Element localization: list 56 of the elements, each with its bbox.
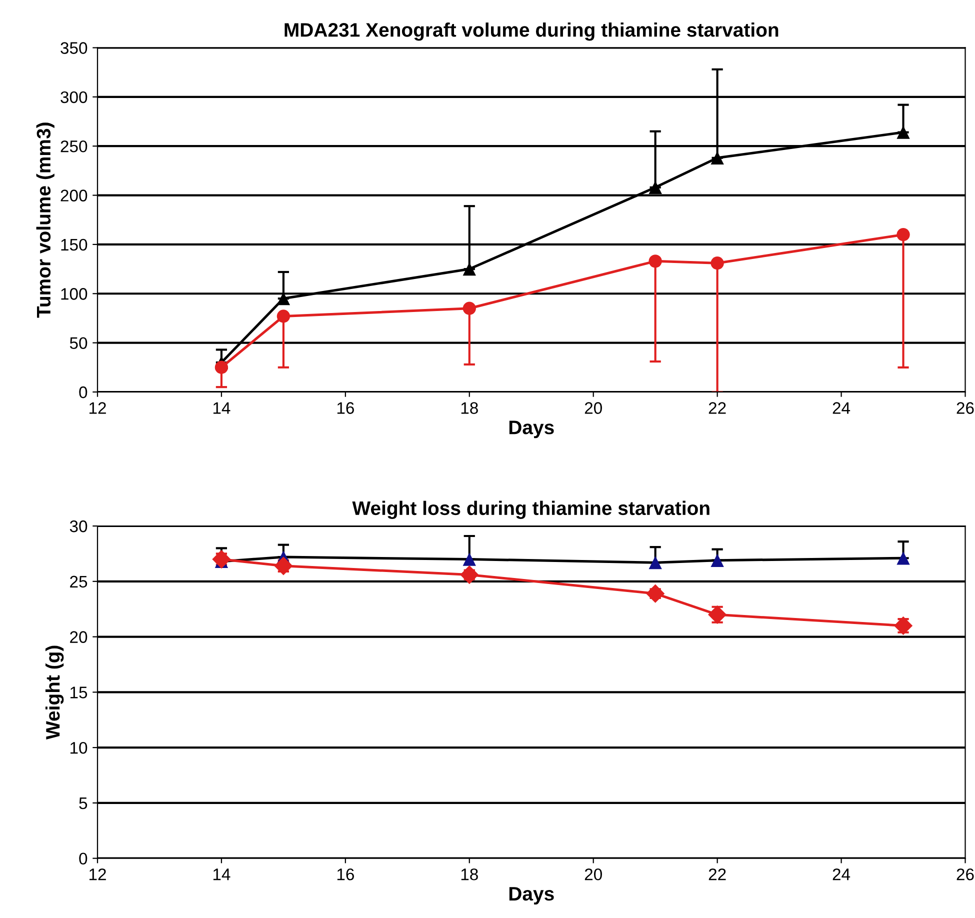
chart-title: Weight loss during thiamine starvation <box>352 500 710 520</box>
point <box>214 360 228 374</box>
point <box>462 262 476 276</box>
point <box>710 554 724 567</box>
point <box>710 256 724 270</box>
x-tick-label: 14 <box>213 868 230 880</box>
y-tick-label: 250 <box>60 140 88 152</box>
y-tick-label: 0 <box>79 852 88 865</box>
point <box>894 616 913 636</box>
y-axis-title: Tumor volume (mm3) <box>36 122 54 318</box>
x-tick-label: 12 <box>90 868 106 880</box>
y-tick-label: 5 <box>79 798 88 810</box>
point <box>648 254 662 268</box>
point <box>710 151 724 164</box>
x-tick-label: 24 <box>832 402 850 414</box>
chart-title: MDA231 Xenograft volume during thiamine starvation <box>284 22 778 41</box>
y-tick-label: 30 <box>70 520 88 532</box>
x-axis-title: Days <box>509 887 554 904</box>
y-tick-label: 0 <box>79 386 88 398</box>
x-tick-label: 20 <box>584 402 602 414</box>
x-tick-label: 26 <box>956 868 974 880</box>
x-tick-label: 12 <box>90 402 106 414</box>
point <box>462 552 476 566</box>
point <box>648 556 662 570</box>
x-axis-title: Days <box>509 420 554 438</box>
y-tick-label: 15 <box>70 686 88 698</box>
x-tick-label: 16 <box>337 868 354 880</box>
y-tick-label: 200 <box>60 190 88 202</box>
point <box>276 310 290 323</box>
x-tick-label: 18 <box>461 868 478 880</box>
y-axis-title: Weight (g) <box>45 646 64 740</box>
point <box>708 605 727 624</box>
y-tick-label: 20 <box>70 631 88 643</box>
point <box>896 228 910 242</box>
x-tick-label: 22 <box>708 402 726 414</box>
point <box>896 552 910 565</box>
point <box>462 302 476 315</box>
x-tick-label: 24 <box>832 868 850 880</box>
point <box>896 126 910 139</box>
x-tick-label: 16 <box>337 402 354 414</box>
y-tick-label: 10 <box>70 742 88 754</box>
y-tick-label: 150 <box>61 238 88 251</box>
x-tick-label: 14 <box>213 402 230 414</box>
x-tick-label: 26 <box>956 402 974 414</box>
x-tick-label: 20 <box>584 868 602 880</box>
y-tick-label: 350 <box>60 42 88 54</box>
y-tick-label: 25 <box>70 576 88 588</box>
point <box>646 584 665 603</box>
x-tick-label: 22 <box>708 868 726 880</box>
point <box>274 556 293 576</box>
point <box>460 565 479 584</box>
point <box>648 180 662 194</box>
y-tick-label: 300 <box>60 91 88 104</box>
x-tick-label: 18 <box>461 402 478 414</box>
y-tick-label: 50 <box>70 337 88 350</box>
y-tick-label: 100 <box>61 288 88 300</box>
